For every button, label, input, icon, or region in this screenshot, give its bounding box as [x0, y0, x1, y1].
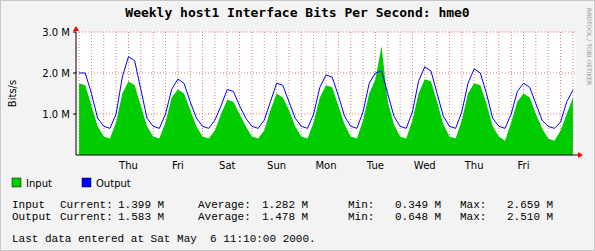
axis-arrow: [578, 152, 583, 158]
plot-area: [76, 32, 576, 155]
area-series: [79, 46, 573, 155]
stats-label: Average:: [198, 211, 251, 223]
x-tick-label: Thu: [464, 160, 484, 171]
stats-name: Output: [12, 211, 52, 223]
y-tick-label: 2.0 M: [42, 68, 70, 79]
legend-label: Input: [26, 178, 52, 189]
x-tick-label: Tue: [366, 160, 384, 171]
stats-value: 1.478 M: [262, 211, 308, 223]
x-tick-label: Sat: [219, 160, 235, 171]
stats-value: 0.349 M: [395, 199, 441, 211]
y-tick-label: 1.0 M: [42, 109, 70, 120]
stats-value: 1.282 M: [262, 199, 308, 211]
line-series: [79, 57, 573, 129]
x-tick-label: Thu: [118, 160, 138, 171]
stats-value: 1.399 M: [118, 199, 164, 211]
chart: Weekly host1 Interface Bits Per Second: …: [0, 0, 595, 251]
x-tick-label: Sun: [267, 160, 286, 171]
y-axis-label: Bits/s: [7, 80, 18, 107]
x-tick-label: Fri: [172, 160, 184, 171]
stats-label: Average:: [198, 199, 251, 211]
x-axis: [76, 155, 578, 156]
legend-swatch: [82, 178, 91, 187]
y-axis: [76, 32, 77, 155]
frame: [1, 1, 595, 251]
stats-value: 2.659 M: [507, 199, 553, 211]
x-tick-label: Mon: [315, 160, 336, 171]
stats-label: Current:: [60, 211, 113, 223]
x-tick-label: Wed: [414, 160, 436, 171]
axis-arrow: [73, 26, 79, 31]
stats-value: 1.583 M: [118, 211, 164, 223]
y-tick-label: 3.0 M: [42, 27, 70, 38]
stats-name: Input: [12, 199, 45, 211]
footer: Last data entered at Sat May 6 11:10:00 …: [12, 233, 316, 245]
stats-label: Min:: [348, 211, 374, 223]
credit: RRDTOOL / TOBI OETIKER: [586, 8, 593, 85]
grid-line-y: [76, 73, 576, 74]
stats-label: Current:: [60, 199, 113, 211]
stats-value: 2.510 M: [507, 211, 553, 223]
grid: [76, 32, 576, 155]
grid-line-y: [76, 32, 576, 33]
background: [0, 0, 595, 251]
stats-value: 0.648 M: [395, 211, 441, 223]
stats-label: Max:: [460, 211, 486, 223]
stats-label: Max:: [460, 199, 486, 211]
x-tick-label: Fri: [518, 160, 530, 171]
stats-label: Min:: [348, 199, 374, 211]
title: Weekly host1 Interface Bits Per Second: …: [125, 5, 470, 20]
legend-swatch: [12, 178, 21, 187]
data: [79, 46, 573, 155]
grid-line-x: [548, 32, 549, 155]
legend-label: Output: [96, 178, 131, 189]
